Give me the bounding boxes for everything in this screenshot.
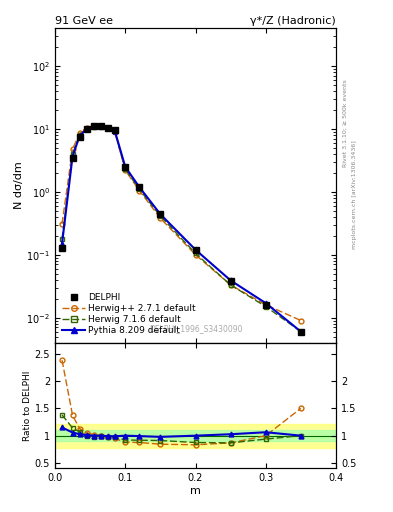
Y-axis label: N dσ/dm: N dσ/dm <box>13 162 24 209</box>
Text: Rivet 3.1.10; ≥ 500k events: Rivet 3.1.10; ≥ 500k events <box>343 79 348 167</box>
Text: DELPHI_1996_S3430090: DELPHI_1996_S3430090 <box>149 324 242 333</box>
Text: 91 GeV ee: 91 GeV ee <box>55 16 113 26</box>
Text: γ*/Z (Hadronic): γ*/Z (Hadronic) <box>250 16 336 26</box>
Text: mcplots.cern.ch [arXiv:1306.3436]: mcplots.cern.ch [arXiv:1306.3436] <box>352 140 357 249</box>
Y-axis label: Ratio to DELPHI: Ratio to DELPHI <box>23 370 32 441</box>
X-axis label: m: m <box>190 486 201 496</box>
Legend: DELPHI, Herwig++ 2.7.1 default, Herwig 7.1.6 default, Pythia 8.209 default: DELPHI, Herwig++ 2.7.1 default, Herwig 7… <box>59 290 199 338</box>
